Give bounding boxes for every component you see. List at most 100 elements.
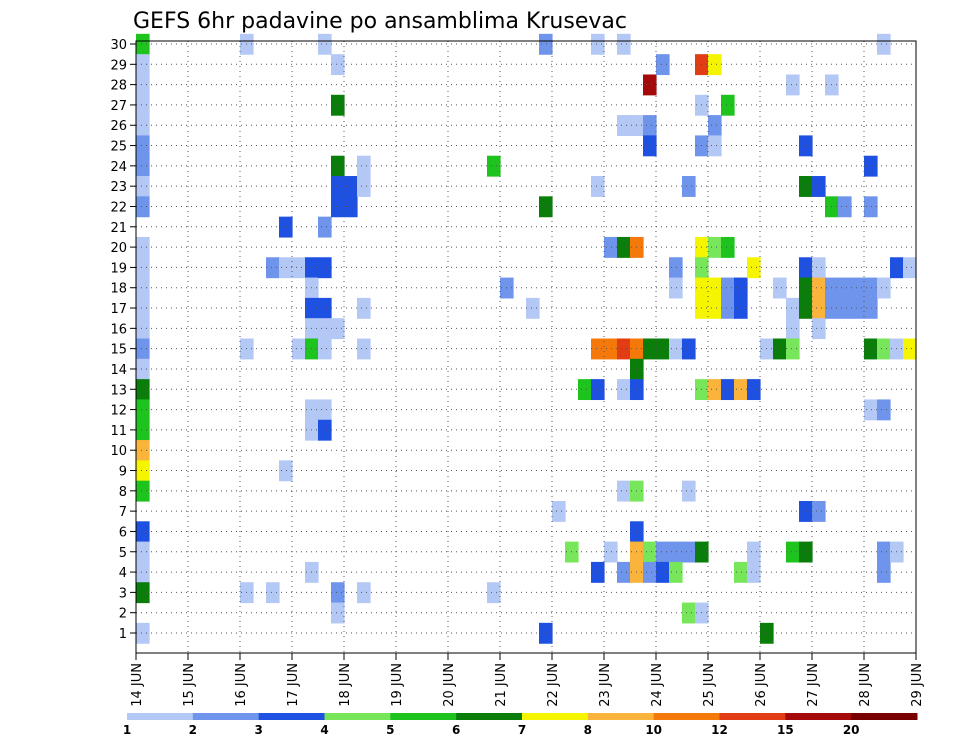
colorbar-swatch (324, 713, 391, 720)
y-tick-label: 28 (110, 79, 127, 94)
colorbar-label: 8 (584, 723, 592, 737)
heatmap-cell (136, 521, 150, 543)
heatmap-cell (799, 277, 813, 299)
heatmap-cell (643, 74, 657, 96)
heatmap-cell (708, 236, 722, 258)
heatmap-cell (136, 440, 150, 461)
heatmap-cell (266, 582, 280, 604)
y-tick-label: 3 (119, 586, 127, 601)
heatmap-cell (344, 176, 358, 197)
heatmap-cell (617, 33, 631, 55)
heatmap-cell (864, 155, 878, 177)
heatmap-cell (643, 541, 657, 563)
heatmap-cell (812, 176, 826, 197)
heatmap-cell (318, 318, 332, 340)
heatmap-cell (877, 399, 891, 421)
heatmap-cell (136, 33, 150, 55)
y-tick-label: 7 (119, 505, 127, 520)
heatmap-cell (734, 297, 748, 319)
colorbar-swatch (192, 713, 260, 720)
y-tick-label: 14 (110, 363, 127, 378)
heatmap-cell (747, 541, 761, 563)
heatmap-cell (838, 297, 852, 319)
heatmap-cell (136, 358, 150, 380)
heatmap-cell (331, 94, 345, 116)
heatmap-cell (708, 54, 722, 76)
heatmap-cell (812, 318, 826, 340)
heatmap-cell (734, 277, 748, 299)
heatmap-cell (786, 74, 800, 96)
y-tick-label: 23 (110, 180, 127, 195)
heatmap-cell (318, 216, 332, 238)
heatmap-cell (721, 277, 735, 299)
colorbar-label: 20 (843, 723, 860, 737)
y-tick-label: 4 (119, 566, 127, 581)
heatmap-cell (682, 480, 696, 502)
heatmap-cell (864, 196, 878, 218)
heatmap-cell (656, 541, 670, 563)
heatmap-cell (812, 500, 826, 522)
heatmap-cell (786, 541, 800, 563)
heatmap-cell (136, 582, 150, 604)
heatmap-cell (799, 541, 813, 563)
heatmap-cell (721, 236, 735, 258)
heatmap-cell (357, 297, 371, 319)
heatmap-cell (669, 561, 683, 583)
heatmap-cell (643, 135, 657, 157)
y-tick-label: 22 (110, 200, 127, 215)
heatmap-cell (747, 561, 761, 583)
y-tick-label: 16 (110, 322, 127, 337)
heatmap-cell (136, 622, 150, 644)
heatmap-cell (539, 196, 553, 218)
y-tick-label: 26 (110, 119, 127, 134)
colorbar-swatch (851, 713, 918, 720)
y-tick-label: 25 (110, 140, 127, 155)
heatmap-cell (331, 54, 345, 76)
heatmap-cell (331, 582, 345, 604)
heatmap-cell (864, 277, 878, 299)
heatmap-cell (799, 176, 813, 197)
heatmap-cell (786, 297, 800, 319)
heatmap-cell (903, 338, 917, 360)
heatmap-cell (864, 297, 878, 319)
heatmap-cell (136, 196, 150, 218)
heatmap-cell (539, 622, 553, 644)
heatmap-cell (318, 419, 332, 441)
heatmap-cell (721, 379, 735, 401)
x-tick-label: 21 JUN (494, 663, 509, 707)
heatmap-cell (344, 196, 358, 218)
chart-title: GEFS 6hr padavine po ansamblima Krusevac (133, 9, 627, 34)
heatmap-cell (851, 277, 865, 299)
heatmap-cell (864, 399, 878, 421)
heatmap-cell (708, 277, 722, 299)
colorbar-label: 2 (189, 723, 197, 737)
heatmap-cell (617, 338, 631, 360)
y-tick-label: 6 (119, 525, 127, 540)
heatmap-cell (357, 338, 371, 360)
heatmap-cell (786, 318, 800, 340)
heatmap-cell (617, 561, 631, 583)
y-tick-label: 1 (119, 627, 127, 642)
y-tick-label: 13 (110, 383, 127, 398)
heatmap-cell (331, 155, 345, 177)
y-axis-ticks: 1234567891011121314151617181920212223242… (110, 38, 136, 642)
heatmap-cell (136, 419, 150, 441)
heatmap-cell (136, 257, 150, 279)
colorbar-label: 5 (386, 723, 394, 737)
heatmap-cell (812, 257, 826, 279)
heatmap-cell (279, 460, 293, 482)
heatmap-cell (136, 297, 150, 319)
heatmap-cell (136, 236, 150, 258)
heatmap-cell (136, 460, 150, 482)
colorbar-swatch (522, 713, 589, 720)
heatmap-cell (669, 338, 683, 360)
heatmap-cell (708, 135, 722, 157)
heatmap-cell (136, 54, 150, 76)
heatmap-cell (318, 33, 332, 55)
y-tick-label: 15 (110, 343, 127, 358)
heatmap-cell (591, 561, 605, 583)
heatmap-cell (656, 54, 670, 76)
heatmap-cell (682, 602, 696, 624)
heatmap-cell (747, 379, 761, 401)
heatmap-cell (617, 480, 631, 502)
